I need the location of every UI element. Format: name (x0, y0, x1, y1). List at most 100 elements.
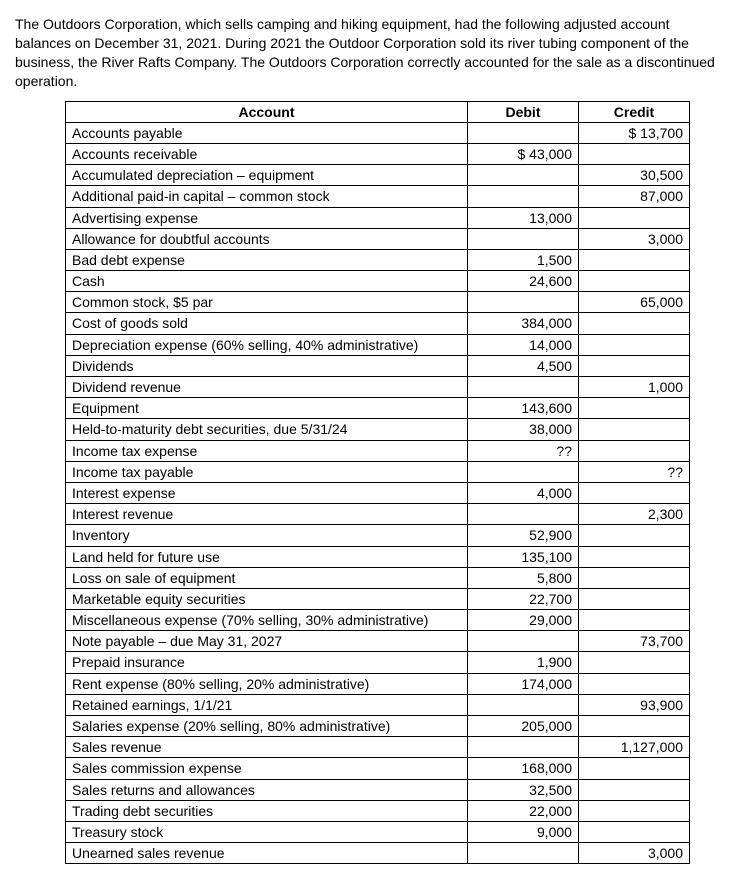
table-row: Marketable equity securities22,700 (66, 588, 690, 609)
debit-cell (467, 737, 578, 758)
debit-cell: 5,800 (467, 567, 578, 588)
debit-cell: 24,600 (467, 271, 578, 292)
credit-cell (578, 334, 689, 355)
table-row: Interest expense4,000 (66, 482, 690, 503)
debit-cell: 13,000 (467, 207, 578, 228)
debit-cell: 4,500 (467, 355, 578, 376)
table-row: Rent expense (80% selling, 20% administr… (66, 673, 690, 694)
debit-cell: 22,700 (467, 588, 578, 609)
table-row: Prepaid insurance1,900 (66, 652, 690, 673)
debit-cell (467, 377, 578, 398)
table-row: Loss on sale of equipment5,800 (66, 567, 690, 588)
debit-cell (467, 228, 578, 249)
debit-cell: 384,000 (467, 313, 578, 334)
credit-cell (578, 419, 689, 440)
table-row: Interest revenue 2,300 (66, 504, 690, 525)
account-cell: Cash (66, 271, 468, 292)
credit-cell (578, 143, 689, 164)
account-cell: Depreciation expense (60% selling, 40% a… (66, 334, 468, 355)
table-row: Dividends4,500 (66, 355, 690, 376)
debit-cell: ?? (467, 440, 578, 461)
debit-cell (467, 186, 578, 207)
debit-cell (467, 631, 578, 652)
account-cell: Rent expense (80% selling, 20% administr… (66, 673, 468, 694)
account-cell: Advertising expense (66, 207, 468, 228)
credit-cell: 1,000 (578, 377, 689, 398)
debit-cell (467, 694, 578, 715)
credit-cell (578, 440, 689, 461)
credit-cell: 73,700 (578, 631, 689, 652)
credit-cell: 65,000 (578, 292, 689, 313)
table-row: Bad debt expense1,500 (66, 249, 690, 270)
credit-cell (578, 652, 689, 673)
intro-text: The Outdoors Corporation, which sells ca… (15, 15, 715, 91)
debit-cell (467, 504, 578, 525)
credit-cell (578, 355, 689, 376)
credit-cell: 2,300 (578, 504, 689, 525)
credit-cell (578, 821, 689, 842)
credit-cell: 3,000 (578, 228, 689, 249)
table-row: Income tax expense?? (66, 440, 690, 461)
account-cell: Common stock, $5 par (66, 292, 468, 313)
debit-cell: 1,500 (467, 249, 578, 270)
credit-cell (578, 716, 689, 737)
table-row: Dividend revenue 1,000 (66, 377, 690, 398)
credit-cell (578, 800, 689, 821)
account-cell: Sales revenue (66, 737, 468, 758)
debit-cell: $ 43,000 (467, 143, 578, 164)
credit-cell (578, 398, 689, 419)
debit-cell: 29,000 (467, 610, 578, 631)
table-row: Common stock, $5 par 65,000 (66, 292, 690, 313)
debit-cell: 14,000 (467, 334, 578, 355)
credit-cell: 3,000 (578, 843, 689, 864)
account-cell: Accounts receivable (66, 143, 468, 164)
account-cell: Salaries expense (20% selling, 80% admin… (66, 716, 468, 737)
debit-cell: 22,000 (467, 800, 578, 821)
table-row: Cash24,600 (66, 271, 690, 292)
credit-cell: 87,000 (578, 186, 689, 207)
table-row: Salaries expense (20% selling, 80% admin… (66, 716, 690, 737)
table-row: Treasury stock9,000 (66, 821, 690, 842)
table-row: Income tax payable?? (66, 461, 690, 482)
account-cell: Note payable – due May 31, 2027 (66, 631, 468, 652)
table-row: Cost of goods sold384,000 (66, 313, 690, 334)
credit-cell (578, 588, 689, 609)
credit-cell (578, 610, 689, 631)
account-cell: Land held for future use (66, 546, 468, 567)
table-row: Accumulated depreciation – equipment30,5… (66, 165, 690, 186)
account-cell: Sales returns and allowances (66, 779, 468, 800)
debit-cell: 168,000 (467, 758, 578, 779)
debit-cell: 174,000 (467, 673, 578, 694)
credit-cell (578, 249, 689, 270)
table-row: Advertising expense13,000 (66, 207, 690, 228)
debit-cell (467, 843, 578, 864)
account-cell: Dividend revenue (66, 377, 468, 398)
credit-cell: ?? (578, 461, 689, 482)
table-row: Unearned sales revenue3,000 (66, 843, 690, 864)
account-cell: Retained earnings, 1/1/21 (66, 694, 468, 715)
col-credit: Credit (578, 101, 689, 122)
debit-cell: 143,600 (467, 398, 578, 419)
credit-cell (578, 779, 689, 800)
account-cell: Equipment (66, 398, 468, 419)
debit-cell: 52,900 (467, 525, 578, 546)
credit-cell (578, 525, 689, 546)
table-row: Held-to-maturity debt securities, due 5/… (66, 419, 690, 440)
table-row: Sales returns and allowances32,500 (66, 779, 690, 800)
debit-cell (467, 461, 578, 482)
account-cell: Inventory (66, 525, 468, 546)
account-cell: Accumulated depreciation – equipment (66, 165, 468, 186)
account-cell: Bad debt expense (66, 249, 468, 270)
account-cell: Interest revenue (66, 504, 468, 525)
table-row: Depreciation expense (60% selling, 40% a… (66, 334, 690, 355)
credit-cell: 1,127,000 (578, 737, 689, 758)
table-row: Note payable – due May 31, 2027 73,700 (66, 631, 690, 652)
account-cell: Miscellaneous expense (70% selling, 30% … (66, 610, 468, 631)
table-row: Sales revenue 1,127,000 (66, 737, 690, 758)
credit-cell (578, 567, 689, 588)
col-debit: Debit (467, 101, 578, 122)
account-cell: Income tax expense (66, 440, 468, 461)
debit-cell: 9,000 (467, 821, 578, 842)
debit-cell: 1,900 (467, 652, 578, 673)
debit-cell: 205,000 (467, 716, 578, 737)
